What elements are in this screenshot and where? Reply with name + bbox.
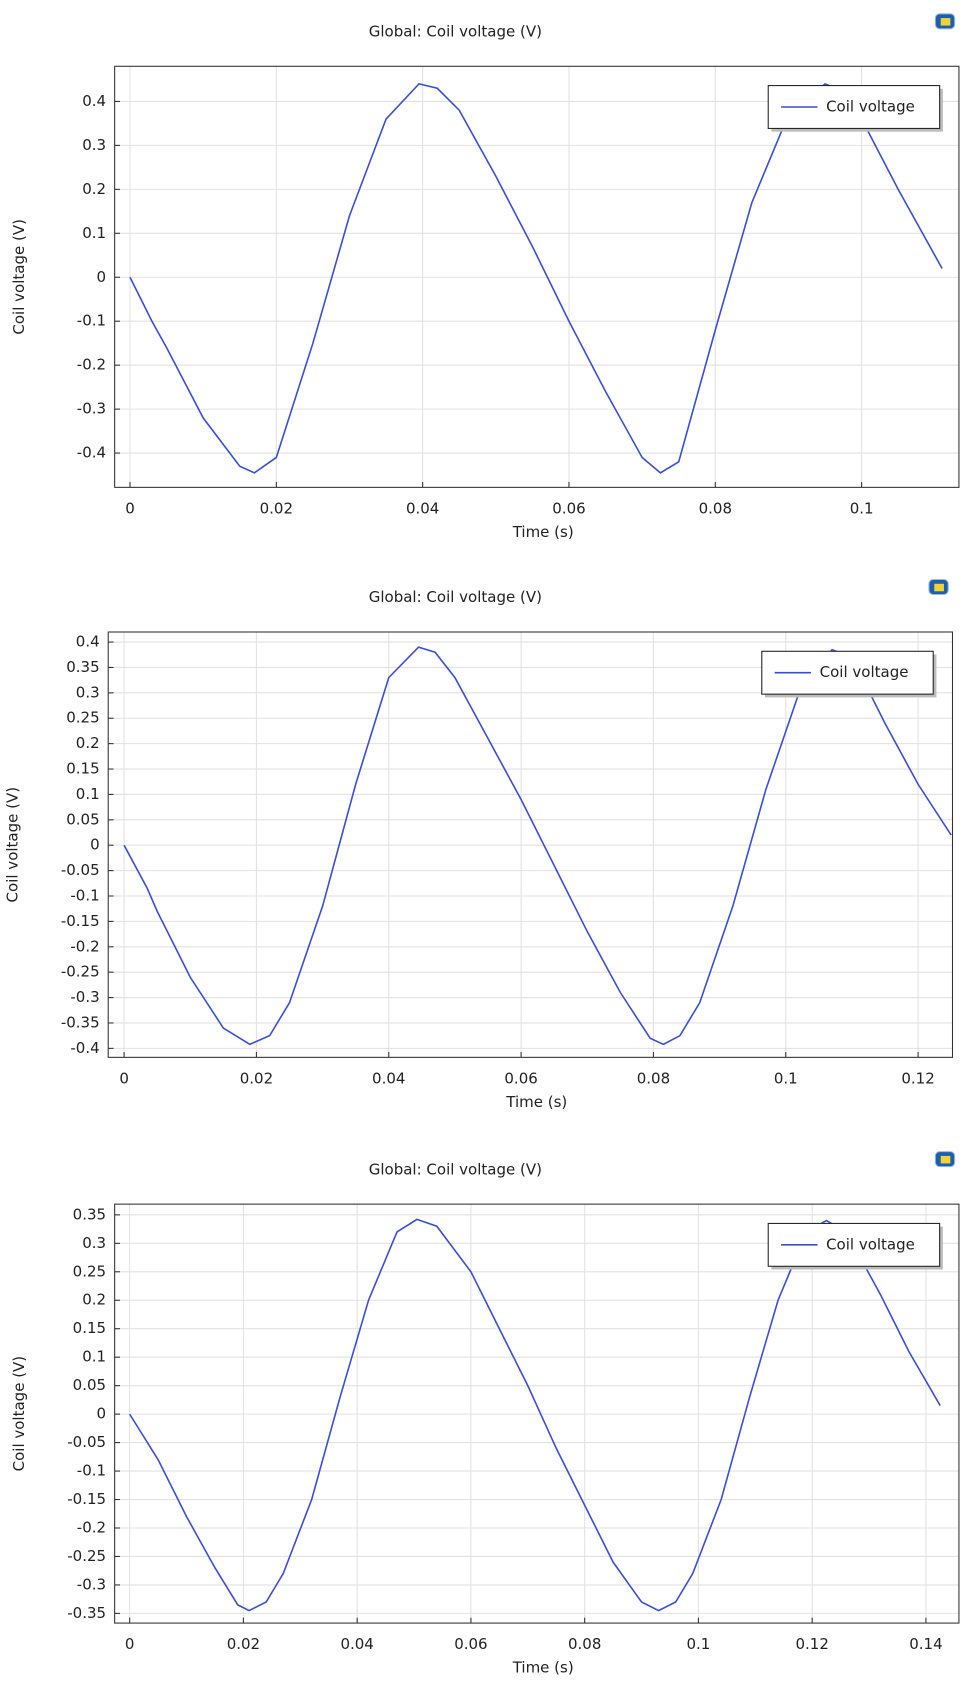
y-tick-label: 0.25 xyxy=(66,709,99,727)
x-tick-label: 0.1 xyxy=(850,499,874,517)
y-tick-label: -0.3 xyxy=(77,1575,106,1593)
x-tick-label: 0 xyxy=(125,499,135,517)
x-tick-label: 0.08 xyxy=(637,1069,670,1087)
y-tick-label: -0.4 xyxy=(70,1039,99,1057)
x-tick-label: 0.08 xyxy=(568,1635,601,1653)
y-axis-label: Coil voltage (V) xyxy=(10,1356,28,1472)
legend-label: Coil voltage xyxy=(826,1235,915,1253)
y-tick-label: 0.05 xyxy=(66,810,99,828)
legend-label: Coil voltage xyxy=(826,98,915,116)
y-tick-label: -0.2 xyxy=(70,937,99,955)
x-tick-label: 0.12 xyxy=(795,1635,828,1653)
y-tick-label: -0.35 xyxy=(61,1013,100,1031)
chart-panel: 0 0.02 0.04 0.06 0.08 0.1 -0.4 -0.3 -0.2 -0.1 0 0.1… xyxy=(10,13,960,541)
y-tick-label: 0 xyxy=(97,268,107,286)
x-tick-label: 0 xyxy=(119,1069,129,1087)
x-tick-label: 0.04 xyxy=(340,1635,373,1653)
x-tick-label: 0.06 xyxy=(552,499,585,517)
legend-label: Coil voltage xyxy=(820,663,909,681)
y-tick-label: 0.1 xyxy=(82,1348,106,1366)
y-tick-label: 0.3 xyxy=(82,136,106,154)
y-tick-label: 0.3 xyxy=(82,1234,106,1252)
y-tick-label: 0.4 xyxy=(76,633,100,651)
y-tick-label: 0.2 xyxy=(76,734,100,752)
plot-icon-inner xyxy=(940,18,951,26)
y-tick-label: 0 xyxy=(90,836,100,854)
y-tick-label: 0.2 xyxy=(82,1291,106,1309)
plot-frame xyxy=(114,65,960,488)
x-axis-label: Time (s) xyxy=(512,523,574,541)
y-tick-label: -0.25 xyxy=(61,963,100,981)
y-axis-label: Coil voltage (V) xyxy=(10,219,28,335)
x-tick-label: 0.04 xyxy=(406,499,439,517)
x-tick-label: 0.1 xyxy=(687,1635,711,1653)
y-tick-label: 0.1 xyxy=(76,785,100,803)
y-tick-label: -0.2 xyxy=(77,356,106,374)
chart-panel: 0 0.02 0.04 0.06 0.08 0.1 0.12 0.14 -0.35 -0.3 -0.… xyxy=(10,1151,960,1677)
y-tick-label: 0.1 xyxy=(82,224,106,242)
plot-icon-inner xyxy=(934,583,944,592)
x-axis-label: Time (s) xyxy=(505,1093,567,1111)
x-tick-label: 0.08 xyxy=(699,499,732,517)
y-tick-label: 0.3 xyxy=(76,683,100,701)
y-tick-label: -0.1 xyxy=(70,887,99,905)
y-tick-label: -0.05 xyxy=(61,861,100,879)
y-tick-label: 0.2 xyxy=(82,180,106,198)
chart-panel: 0 0.02 0.04 0.06 0.08 0.1 0.12 -0.4 -0.35 -0.3 -0.… xyxy=(3,578,954,1111)
y-tick-label: -0.1 xyxy=(77,1462,106,1480)
chart-title: Global: Coil voltage (V) xyxy=(369,1160,542,1178)
y-tick-label: 0.05 xyxy=(73,1376,106,1394)
x-tick-label: 0.14 xyxy=(909,1635,942,1653)
y-tick-label: -0.05 xyxy=(67,1433,106,1451)
y-tick-label: 0.15 xyxy=(66,760,99,778)
y-tick-label: -0.3 xyxy=(77,400,106,418)
x-tick-label: 0.02 xyxy=(260,499,293,517)
x-tick-label: 0.02 xyxy=(240,1069,273,1087)
x-tick-label: 0.1 xyxy=(774,1069,798,1087)
y-axis-label: Coil voltage (V) xyxy=(3,787,21,903)
y-tick-label: -0.2 xyxy=(77,1518,106,1536)
y-tick-label: 0.4 xyxy=(82,92,106,110)
y-tick-label: 0 xyxy=(97,1405,107,1423)
y-tick-label: 0.25 xyxy=(73,1262,106,1280)
chart-title: Global: Coil voltage (V) xyxy=(369,23,542,41)
y-tick-label: -0.15 xyxy=(67,1490,106,1508)
x-tick-label: 0.06 xyxy=(454,1635,487,1653)
x-axis-label: Time (s) xyxy=(512,1659,574,1677)
plot-frame xyxy=(107,631,954,1058)
y-tick-label: -0.4 xyxy=(77,444,106,462)
y-tick-label: -0.25 xyxy=(67,1547,106,1565)
y-tick-label: -0.15 xyxy=(61,912,100,930)
y-tick-label: 0.35 xyxy=(73,1205,106,1223)
x-tick-label: 0.04 xyxy=(372,1069,405,1087)
y-tick-label: 0.35 xyxy=(66,658,99,676)
chart-title: Global: Coil voltage (V) xyxy=(369,588,542,606)
plot-frame xyxy=(114,1203,960,1624)
y-tick-label: -0.3 xyxy=(70,988,99,1006)
x-tick-label: 0.02 xyxy=(227,1635,260,1653)
y-tick-label: -0.1 xyxy=(77,312,106,330)
x-tick-label: 0 xyxy=(125,1635,135,1653)
y-tick-label: 0.15 xyxy=(73,1319,106,1337)
y-tick-label: -0.35 xyxy=(67,1604,106,1622)
plot-icon-inner xyxy=(940,1155,951,1164)
x-tick-label: 0.12 xyxy=(901,1069,934,1087)
x-tick-label: 0.06 xyxy=(504,1069,537,1087)
